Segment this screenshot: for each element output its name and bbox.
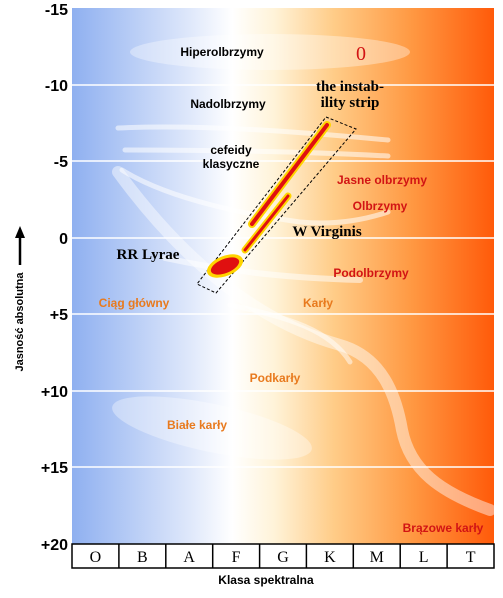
spectral-class-label: A [183, 549, 195, 566]
w-virginis-track-core [243, 194, 290, 252]
label-subgiants: Podolbrzymy [333, 266, 409, 280]
annotation-zero: 0 [356, 43, 366, 65]
label-supergiants: Nadolbrzymy [190, 97, 266, 111]
spectral-class-label: L [419, 549, 429, 566]
region-bands [112, 34, 496, 516]
dwarf-sequence-band [227, 302, 353, 365]
magnitude-tick: +10 [41, 384, 68, 401]
magnitude-tick: 0 [59, 231, 68, 248]
bright-giant-band [122, 147, 391, 159]
label-hypergiants: Hiperolbrzymy [180, 45, 264, 59]
spectral-class-strip: O B A F G K M L T [71, 543, 495, 569]
spectral-class-label: M [370, 549, 384, 566]
spectral-class-label: O [90, 549, 102, 566]
label-giants: Olbrzymy [353, 199, 408, 213]
magnitude-tick: +5 [50, 307, 68, 324]
y-axis-title: Jasność absolutna [14, 272, 26, 372]
instability-strip-outline [196, 116, 357, 294]
spectral-class-label: K [324, 549, 336, 566]
spectral-class-label: B [137, 549, 148, 566]
giant-band [119, 167, 391, 226]
magnitude-grid [72, 84, 494, 468]
annotation-instability-line2: ility strip [321, 95, 380, 111]
spectral-class-label: T [466, 549, 476, 566]
annotation-rr-lyrae: RR Lyrae [117, 247, 180, 263]
instability-strip [196, 116, 357, 294]
rr-lyrae-blob-core [210, 257, 240, 275]
spectral-strip-frame [71, 543, 495, 569]
label-main-sequence: Ciąg główny [99, 296, 170, 310]
annotation-instability-line1: the instab- [316, 79, 384, 95]
annotation-w-virginis: W Virginis [292, 224, 361, 240]
magnitude-tick-labels: -15 -10 -5 0 +5 +10 +15 +20 [41, 2, 68, 554]
spectral-class-label: F [232, 549, 241, 566]
label-subdwarfs: Podkarły [250, 371, 301, 385]
spectral-class-label: G [277, 549, 289, 566]
main-sequence-band [112, 166, 496, 516]
label-dwarfs: Karły [303, 296, 333, 310]
label-white-dwarfs: Białe karły [167, 418, 227, 432]
hypergiant-band [130, 34, 410, 70]
label-cepheids-line2: klasyczne [203, 157, 260, 171]
magnitude-tick: -5 [54, 154, 68, 171]
x-axis-title: Klasa spektralna [218, 573, 314, 587]
white-dwarf-band [112, 396, 312, 460]
label-brown-dwarfs: Brązowe karły [403, 521, 484, 535]
cepheid-track-core [250, 123, 329, 226]
magnitude-tick: +15 [41, 460, 68, 477]
magnitude-tick: -15 [45, 2, 68, 19]
label-cepheids-line1: cefeidy [210, 143, 252, 157]
label-bright-giants: Jasne olbrzymy [337, 173, 427, 187]
subgiant-band [162, 255, 363, 283]
magnitude-tick: -10 [45, 78, 68, 95]
supergiant-band [115, 124, 391, 143]
magnitude-tick: +20 [41, 537, 68, 554]
y-axis-arrow-head-icon [15, 226, 25, 238]
